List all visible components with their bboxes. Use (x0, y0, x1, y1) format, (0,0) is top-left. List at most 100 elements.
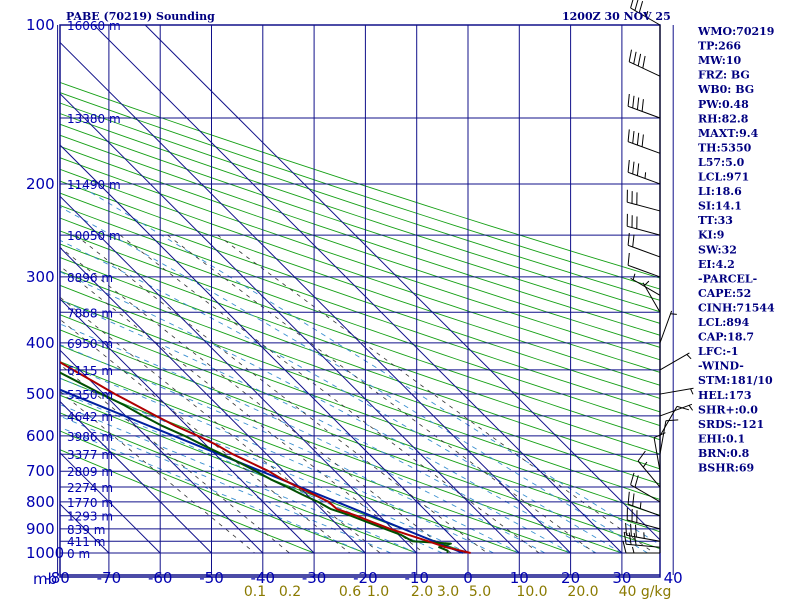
temperature-tick-label: -40 (251, 569, 276, 587)
index-entry: CAPE:52 (698, 287, 751, 300)
temperature-tick-label: 10 (510, 569, 529, 587)
temperature-tick-label: 30 (612, 569, 631, 587)
barb-flag (636, 132, 640, 146)
barb-staff (653, 437, 661, 472)
wind-barb (626, 213, 661, 236)
wind-barb (659, 310, 677, 344)
barb-flag (630, 472, 635, 485)
barb-staff (659, 310, 673, 344)
index-entry: SI:14.1 (698, 200, 742, 213)
mixing-ratio-label: 20.0 (567, 584, 598, 600)
height-label: 2809 m (67, 465, 113, 479)
index-entry: SHR+:0.0 (698, 403, 758, 416)
barb-half-flag (639, 502, 642, 509)
barb-flag (630, 0, 634, 9)
mixing-ratio-line (60, 390, 255, 554)
barb-flag (638, 0, 644, 14)
barb-staff (627, 105, 661, 119)
pressure-label: 1000 (26, 544, 64, 562)
isotherm-line (60, 144, 469, 554)
index-entry: BSHR:69 (698, 462, 754, 475)
barb-flag (627, 232, 630, 246)
isotherm-line (60, 349, 264, 554)
barb-flag (633, 532, 637, 546)
height-label: 13380 m (67, 112, 121, 126)
wind-barb (659, 403, 694, 417)
parcel-line (60, 388, 464, 554)
wind-barb (659, 387, 694, 395)
height-label: 3986 m (67, 430, 113, 444)
wind-barb (653, 432, 666, 472)
barb-half-flag (645, 10, 649, 18)
barb-flag (641, 99, 644, 112)
barb-flag (632, 131, 635, 144)
mixing-ratio-label: 40 g/kg (619, 584, 672, 600)
wind-barbs (622, 0, 694, 554)
wind-barb (642, 280, 661, 313)
barb-flag (622, 540, 627, 554)
mixing-ratio-line (167, 234, 596, 554)
index-entry: FRZ: BG (698, 69, 750, 82)
x-axis-unit-label: mb (33, 570, 57, 588)
barb-staff (630, 7, 661, 26)
temperature-tick-label: -70 (97, 569, 122, 587)
barb-half-flag (632, 273, 636, 280)
barb-staff (659, 352, 690, 371)
mixing-ratio-line (75, 234, 488, 554)
pressure-label: 600 (26, 427, 55, 445)
chart-time: 1200Z 30 NOV 25 (562, 10, 671, 23)
barb-staff (626, 534, 661, 542)
barb-half-flag (644, 172, 647, 179)
barb-flag (665, 419, 679, 422)
isotherm-line (60, 452, 161, 554)
barb-staff (637, 460, 661, 488)
index-entry: LFC:-1 (698, 345, 739, 358)
pressure-label: 700 (26, 462, 55, 480)
temperature-tick-label: 0 (463, 569, 473, 587)
barb-flag (627, 491, 630, 505)
barb-half-flag (670, 313, 677, 315)
barb-flag (628, 49, 632, 62)
barb-staff (627, 171, 661, 185)
barb-flag (634, 475, 639, 488)
barb-flag (636, 163, 640, 176)
mixing-ratio-label: 0.2 (279, 584, 301, 600)
barb-flag (625, 522, 627, 536)
barb-half-flag (632, 546, 635, 554)
index-entry: TH:5350 (698, 141, 752, 154)
barb-staff (627, 503, 661, 517)
barb-half-flag (686, 354, 692, 360)
height-label: 1770 m (67, 496, 113, 510)
mixing-ratio-label: 3.0 (437, 584, 459, 600)
temperature-tick-label: -10 (404, 569, 429, 587)
isotherm-line (60, 298, 315, 554)
barb-staff (626, 543, 661, 548)
pressure-label: 400 (26, 334, 55, 352)
height-label: 3377 m (67, 448, 113, 462)
isotherm-line (60, 92, 520, 554)
barb-staff (627, 225, 661, 236)
pressure-label: 500 (26, 385, 55, 403)
wind-barb (659, 419, 679, 455)
wind-barb (627, 252, 661, 278)
temperature-tick-label: -60 (148, 569, 173, 587)
barb-flag (634, 0, 639, 11)
barb-staff (630, 484, 661, 503)
temperature-tick-label: -80 (45, 569, 70, 587)
index-entry: EHI:0.1 (698, 432, 745, 445)
height-label: 411 m (67, 535, 105, 549)
barb-staff (627, 244, 661, 258)
height-label: 0 m (67, 547, 90, 561)
wind-barb (659, 405, 690, 437)
barb-flag (635, 524, 637, 538)
wind-barb (623, 531, 661, 548)
wind-barb (627, 159, 661, 185)
index-entry: CAP:18.7 (698, 331, 754, 344)
height-label: 5350 m (67, 388, 113, 402)
barb-staff (659, 406, 678, 437)
index-entry: SW:32 (698, 243, 737, 256)
barb-half-flag (690, 388, 694, 395)
